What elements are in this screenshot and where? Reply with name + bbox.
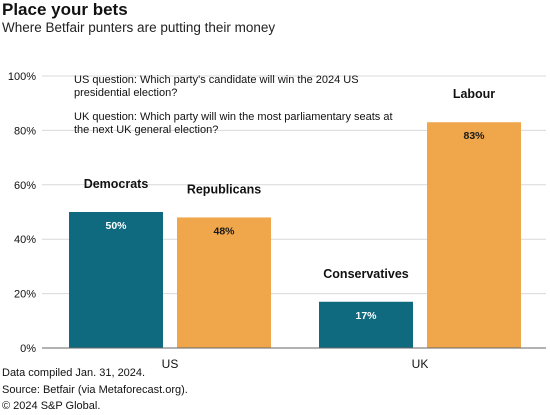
bar-republicans (177, 217, 271, 348)
note-line-3: UK question: Which party will win the mo… (74, 111, 393, 123)
series-label: Labour (453, 87, 495, 101)
note-line-2: presidential election? (74, 87, 177, 99)
y-tick-label: 60% (14, 180, 36, 192)
category-label: US (162, 357, 179, 371)
bar-conservatives (319, 301, 413, 348)
y-tick-label: 20% (14, 289, 36, 301)
y-tick-label: 40% (14, 234, 36, 246)
bars: 50% Democrats 48% Republicans 17% Conservativ… (69, 87, 521, 349)
data-label: 83% (463, 130, 485, 142)
data-label: 17% (355, 310, 377, 322)
series-label: Conservatives (323, 267, 409, 281)
y-axis-ticks: 0% 20% 40% 60% 80% 100% (8, 71, 36, 355)
y-tick-label: 80% (14, 125, 36, 137)
y-tick-label: 0% (20, 343, 36, 355)
series-label: Republicans (187, 182, 261, 196)
bar-labour (427, 122, 521, 349)
chart-title: Place your bets (2, 0, 128, 19)
chart-subtitle: Where Betfair punters are putting their … (2, 20, 276, 35)
footer-source: Source: Betfair (via Metaforecast.org). (2, 384, 188, 396)
bar-democrats (69, 212, 163, 348)
footer-copyright: © 2024 S&P Global. (2, 400, 101, 412)
x-axis-categories: US UK (162, 357, 429, 371)
question-notes: US question: Which party's candidate wil… (74, 74, 393, 136)
note-line-4: the next UK general election? (74, 124, 218, 136)
y-tick-label: 100% (8, 71, 36, 83)
note-line-1: US question: Which party's candidate wil… (74, 74, 359, 86)
footer-compiled: Data compiled Jan. 31, 2024. (2, 367, 146, 379)
category-label: UK (412, 357, 429, 371)
data-label: 48% (213, 225, 235, 237)
data-label: 50% (105, 220, 127, 232)
series-label: Democrats (84, 177, 149, 191)
